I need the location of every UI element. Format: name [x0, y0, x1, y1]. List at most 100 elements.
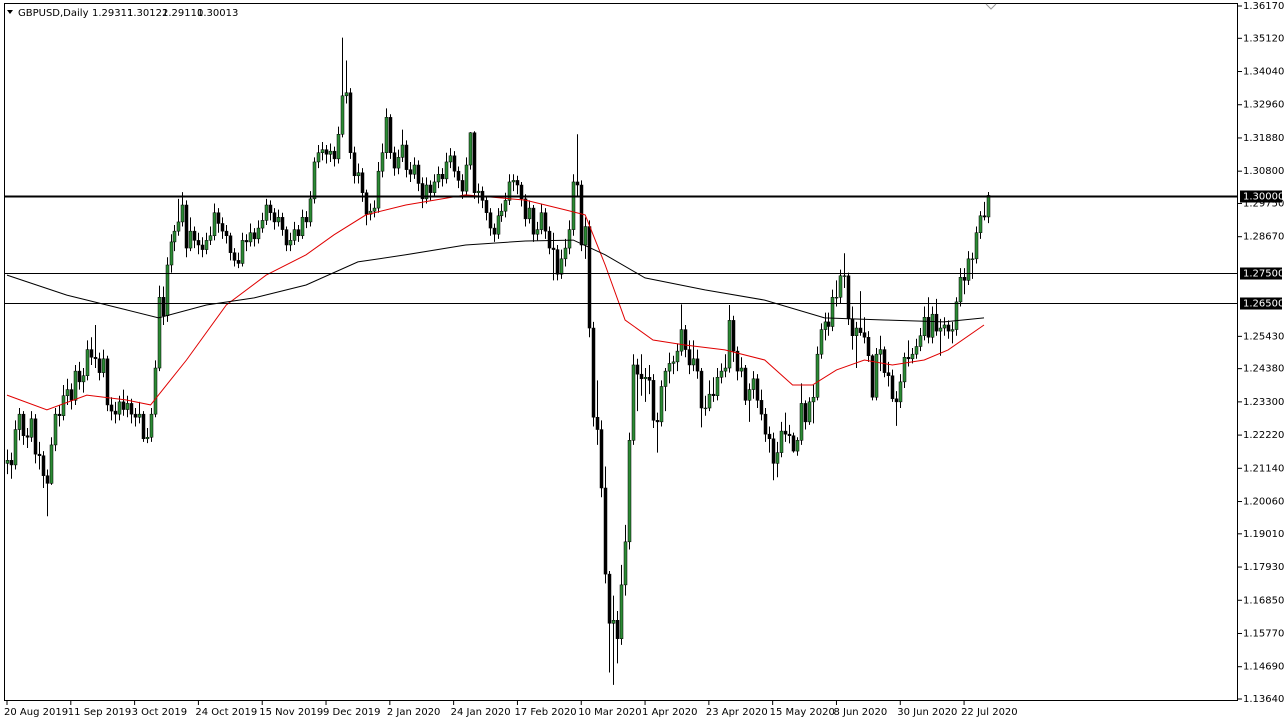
candle-body: [838, 275, 843, 298]
y-tick-label: 1.32960: [1243, 100, 1284, 111]
candle-body: [922, 317, 927, 336]
candle-body: [109, 404, 114, 412]
candle-body: [65, 389, 70, 396]
candle-body: [332, 150, 337, 160]
candle-body: [683, 329, 688, 350]
candle-body: [312, 161, 317, 200]
candle-body: [978, 215, 983, 233]
x-tick-label: 20 Aug 2019: [4, 707, 68, 718]
candle-body: [767, 433, 772, 440]
x-tick-label: 30 Jun 2020: [897, 707, 957, 718]
candle-body: [380, 152, 385, 172]
candle-body: [268, 204, 273, 213]
candle-body: [117, 401, 122, 415]
level-label: 1.30000: [1243, 192, 1284, 203]
candle-body: [81, 375, 86, 383]
candle-body: [169, 241, 174, 266]
candle-body: [942, 324, 947, 329]
x-tick-label: 23 Apr 2020: [706, 707, 768, 718]
candle-body: [723, 367, 728, 372]
ohlc-close: 1.30013: [197, 8, 238, 19]
candle-body: [886, 372, 891, 376]
candle-body: [759, 400, 764, 415]
candle-body: [655, 420, 660, 423]
candle-body: [934, 313, 939, 332]
ohlc-open: 1.29311: [92, 8, 133, 19]
candle-body: [719, 370, 724, 378]
candle-body: [172, 230, 177, 243]
menu-arrow[interactable]: [7, 10, 13, 14]
x-tick-label: 11 Sep 2019: [68, 707, 131, 718]
candle-body: [591, 327, 596, 418]
y-tick-label: 1.36170: [1243, 1, 1284, 12]
candle-body: [691, 358, 696, 366]
ohlc-low: 1.29110: [162, 8, 203, 19]
level-label: 1.26500: [1243, 299, 1284, 310]
y-tick-label: 1.14690: [1243, 662, 1284, 673]
candle-body: [595, 416, 600, 430]
level-box: [1240, 267, 1282, 280]
x-tick-label: 8 Jun 2020: [833, 707, 887, 718]
candle-body: [149, 413, 154, 438]
candle-body: [396, 157, 401, 169]
candle-body: [862, 332, 867, 338]
candle-body: [795, 440, 800, 452]
candle-body: [440, 174, 445, 180]
candle-body: [607, 573, 612, 624]
candle-body: [133, 413, 138, 418]
candle-body: [105, 358, 110, 406]
candle-body: [240, 240, 245, 264]
candle-body: [308, 198, 313, 223]
candle-body: [910, 353, 915, 360]
candle-body: [962, 277, 967, 281]
candle-body: [647, 377, 652, 381]
candle-body: [416, 164, 421, 184]
candle-body: [499, 210, 504, 217]
candle-body: [69, 389, 74, 401]
candle-body: [180, 204, 185, 223]
candle-body: [571, 181, 576, 230]
candle-body: [946, 324, 951, 332]
candle-body: [631, 364, 636, 441]
candle-body: [659, 386, 664, 423]
candle-body: [687, 349, 692, 366]
candle-body: [436, 174, 441, 183]
candle-body: [898, 381, 903, 403]
candle-body: [850, 318, 855, 336]
candle-body: [404, 144, 409, 170]
candle-body: [220, 223, 225, 232]
candle-body: [779, 430, 784, 453]
candle-body: [45, 475, 50, 484]
candle-body: [161, 297, 166, 316]
candle-body: [77, 370, 82, 383]
candle-body: [918, 335, 923, 347]
candle-body: [954, 301, 959, 330]
candle-body: [551, 247, 556, 250]
candle-body: [563, 247, 568, 260]
candle-body: [894, 398, 899, 403]
candle-body: [113, 410, 118, 415]
candle-body: [141, 413, 146, 440]
candle-body: [966, 258, 971, 281]
candle-body: [583, 226, 588, 246]
candle-body: [97, 358, 102, 373]
candle-body: [73, 370, 78, 401]
y-tick-label: 1.35120: [1243, 33, 1284, 44]
candle-body: [264, 204, 269, 221]
candle-body: [121, 401, 126, 410]
candle-body: [244, 240, 249, 243]
candle-body: [448, 155, 453, 163]
moving-average: [6, 239, 985, 323]
x-tick-label: 9 Dec 2019: [323, 707, 381, 718]
candle-body: [858, 327, 863, 333]
candle-body: [854, 327, 859, 336]
candle-body: [372, 207, 377, 212]
candle-body: [328, 150, 333, 155]
candle-body: [970, 258, 975, 260]
candle-body: [914, 346, 919, 355]
candle-body: [41, 455, 46, 476]
candle-body: [671, 361, 676, 364]
candle-body: [492, 227, 497, 235]
candle-body: [986, 195, 991, 218]
plot-frame: [4, 3, 1238, 701]
